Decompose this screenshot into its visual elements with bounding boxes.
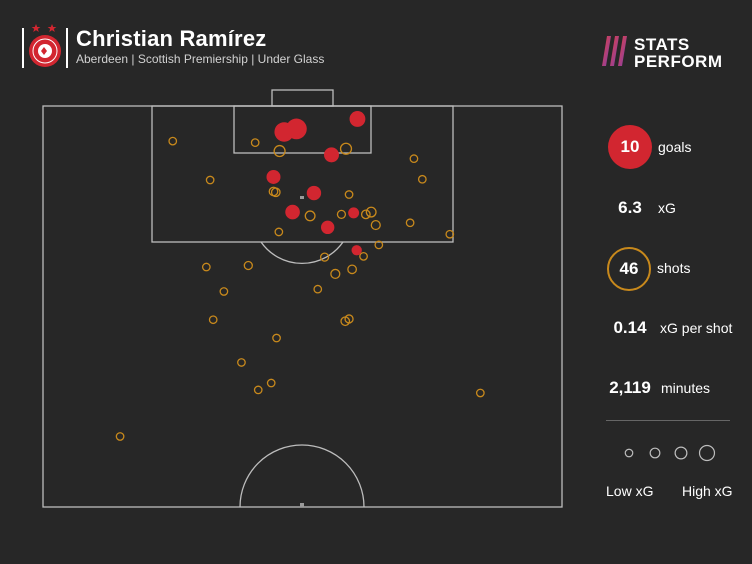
goals-layer — [266, 111, 366, 256]
xg-size-legend — [624, 444, 716, 462]
xg-value: 6.3 — [618, 198, 642, 217]
legend-size-circle — [698, 444, 716, 462]
shot-marker — [237, 358, 246, 367]
goal-marker — [285, 204, 300, 220]
brand-line2: PERFORM — [634, 52, 723, 70]
shot-marker — [374, 240, 384, 250]
goal-marker — [320, 220, 335, 235]
shot-marker — [266, 378, 276, 388]
player-name: Christian Ramírez — [76, 26, 267, 51]
legend-size-circle — [674, 446, 688, 460]
goal-frame — [271, 89, 334, 107]
goals-value: 10 — [620, 137, 640, 156]
shot-marker — [313, 284, 323, 294]
minutes-label: minutes — [661, 380, 711, 396]
shot-marker — [336, 209, 347, 220]
shot-marker — [359, 251, 368, 261]
stats-perform-logo-icon — [602, 36, 627, 66]
shot-marker — [475, 388, 485, 398]
shot-marker — [273, 144, 286, 158]
goal-marker — [306, 185, 322, 201]
goals-label: goals — [658, 139, 692, 155]
brand-logo: STATS PERFORM — [600, 34, 730, 71]
shots-layer — [115, 136, 485, 441]
shot-marker — [347, 264, 357, 275]
shot-marker — [330, 268, 341, 280]
xg-per-shot-value: 0.14 — [613, 318, 647, 337]
shot-marker — [201, 262, 211, 272]
shot-marker — [168, 136, 178, 146]
shots-badge: 46 — [607, 247, 651, 291]
club-crest — [22, 22, 68, 70]
shot-marker — [272, 333, 281, 343]
shot-marker — [370, 219, 381, 231]
subtitle: Aberdeen | Scottish Premiership | Under … — [76, 52, 325, 66]
minutes-value: 2,119 — [609, 378, 651, 397]
shot-marker — [208, 315, 218, 325]
goal-marker — [348, 207, 360, 219]
xg-label: xG — [658, 200, 676, 216]
shot-marker — [344, 190, 354, 199]
shot-marker — [243, 260, 253, 271]
shots-label: shots — [657, 260, 691, 276]
shot-marker — [417, 174, 427, 184]
pitch-lines — [42, 89, 563, 508]
legend-high-label: High xG — [682, 483, 733, 499]
shot-marker — [405, 218, 415, 228]
shot-marker — [253, 385, 263, 395]
aberdeen-crest-icon — [22, 24, 68, 68]
goal-marker — [286, 118, 307, 140]
shot-marker — [250, 138, 260, 148]
shot-marker — [344, 314, 354, 324]
goal-marker — [349, 111, 366, 127]
goals-badge: 10 — [608, 125, 652, 169]
pitch-boundary — [42, 105, 563, 508]
shot-marker — [339, 142, 353, 155]
legend-low-label: Low xG — [606, 483, 654, 499]
shot-marker — [270, 187, 281, 198]
centre-spot — [300, 503, 304, 507]
centre-circle — [239, 444, 365, 508]
xg-per-shot-label: xG per shot — [660, 320, 733, 336]
shot-marker — [219, 287, 229, 296]
brand-line1: STATS — [634, 35, 690, 54]
shot-marker — [274, 227, 284, 237]
shots-value: 46 — [619, 259, 639, 278]
shot-marker — [205, 175, 215, 185]
shot-marker — [319, 252, 330, 262]
goal-marker — [351, 245, 362, 256]
stats-divider — [606, 420, 730, 421]
shot-marker — [360, 209, 371, 220]
shot-marker — [365, 206, 377, 218]
shot-marker — [115, 432, 125, 441]
goal-marker — [266, 169, 281, 184]
shot-marker — [409, 154, 419, 164]
legend-size-circle — [649, 447, 661, 459]
shot-marker — [445, 229, 455, 239]
penalty-spot — [300, 196, 304, 199]
goal-marker — [324, 147, 339, 163]
legend-size-circle — [624, 448, 634, 458]
shot-marker — [304, 210, 316, 222]
penalty-arc — [260, 241, 344, 264]
